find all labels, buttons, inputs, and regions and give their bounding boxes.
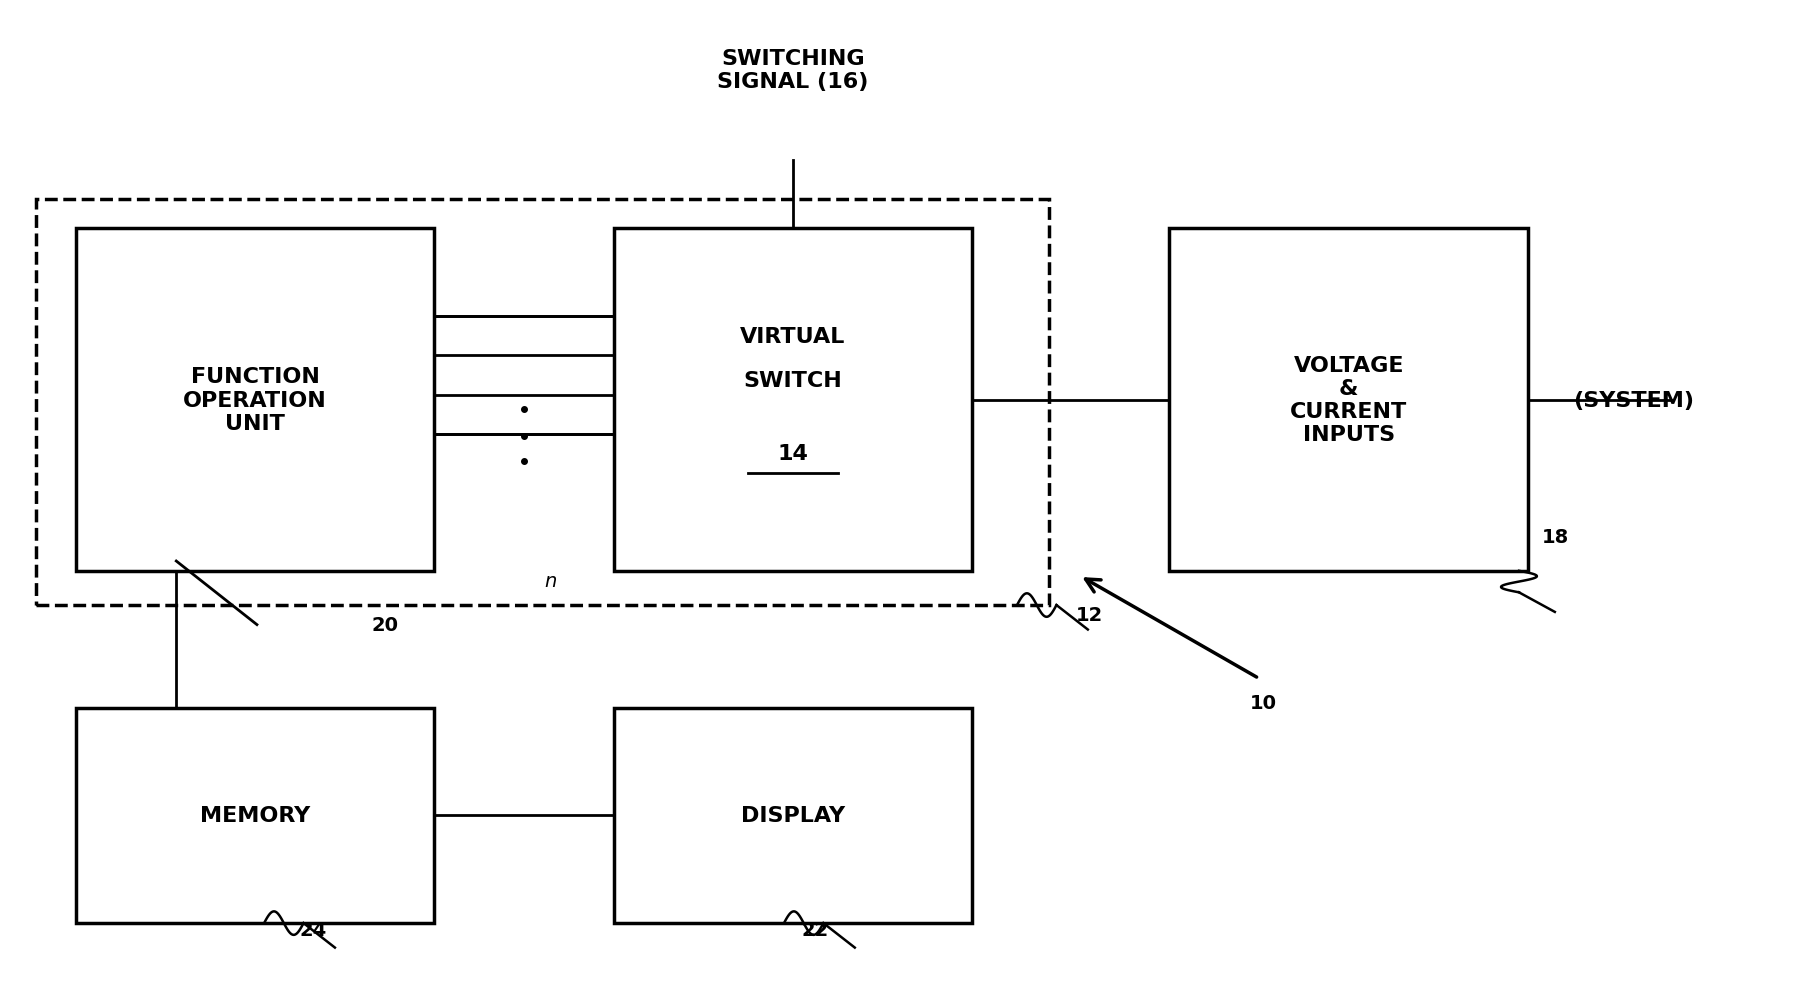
Text: 12: 12 (1077, 605, 1104, 625)
Text: 14: 14 (778, 444, 809, 463)
Text: SWITCH: SWITCH (744, 371, 843, 390)
Bar (76, 708, 434, 923)
Text: DISPLAY: DISPLAY (740, 806, 845, 825)
Bar (614, 708, 973, 923)
Bar (76, 229, 434, 571)
Bar (1169, 229, 1527, 571)
Text: 22: 22 (801, 921, 828, 940)
Text: 24: 24 (301, 921, 328, 940)
Text: VOLTAGE
&
CURRENT
INPUTS: VOLTAGE & CURRENT INPUTS (1290, 355, 1407, 445)
Text: (SYSTEM): (SYSTEM) (1572, 390, 1693, 410)
Text: 10: 10 (1250, 694, 1277, 713)
Text: n: n (544, 571, 557, 591)
Text: VIRTUAL: VIRTUAL (740, 326, 846, 346)
Text: 18: 18 (1542, 528, 1569, 546)
Bar (36, 200, 1050, 605)
Text: FUNCTION
OPERATION
UNIT: FUNCTION OPERATION UNIT (184, 367, 328, 433)
Text: 20: 20 (371, 615, 398, 634)
Text: MEMORY: MEMORY (200, 806, 310, 825)
Text: SWITCHING
SIGNAL (16): SWITCHING SIGNAL (16) (717, 49, 868, 92)
Bar (614, 229, 973, 571)
